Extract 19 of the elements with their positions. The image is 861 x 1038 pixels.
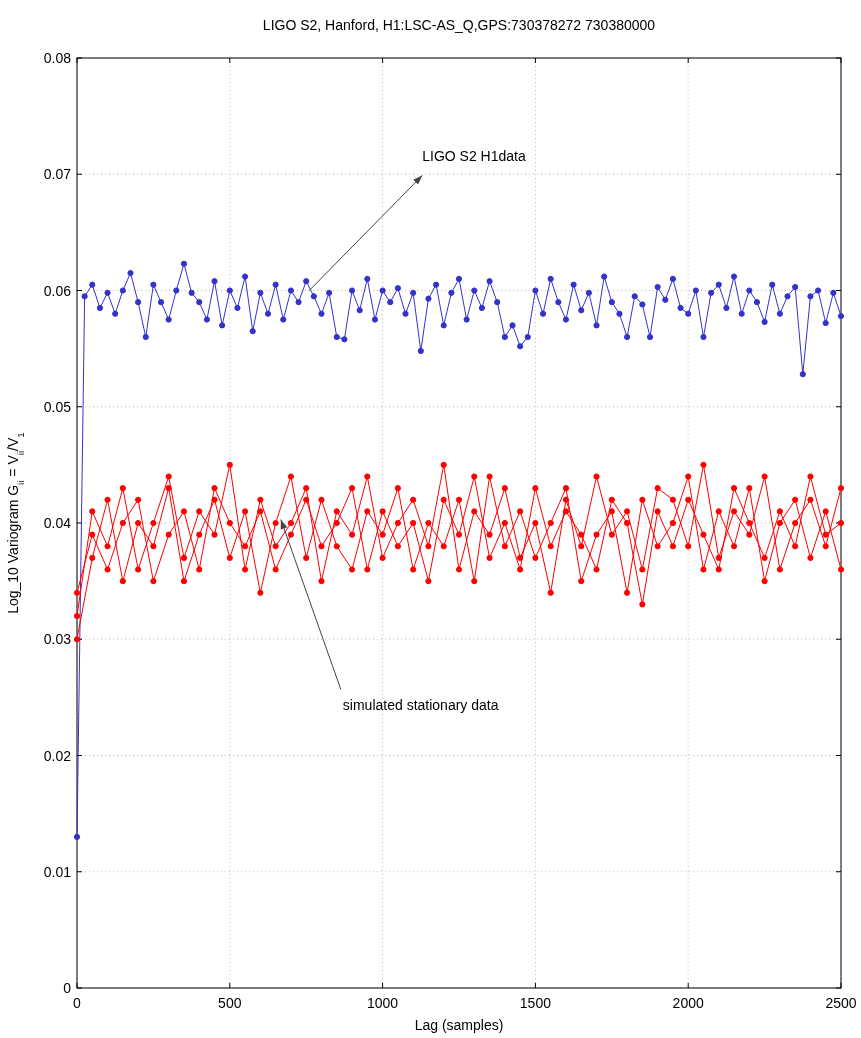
- x-tick-label: 0: [73, 995, 82, 1011]
- annotation: LIGO S2 H1data: [422, 147, 526, 164]
- y-tick-label: 0.07: [43, 166, 72, 183]
- annotation: simulated stationary data: [342, 696, 499, 713]
- y-tick-label: 0.08: [43, 50, 72, 66]
- chart-title: LIGO S2, Hanford, H1:LSC-AS_Q,GPS:730378272 730380000: [262, 17, 656, 33]
- y-tick-label: 0.03: [43, 631, 72, 648]
- x-tick-label: 1000: [367, 995, 399, 1011]
- y-tick-label: 0.05: [43, 398, 72, 415]
- x-tick-label: 2000: [672, 995, 704, 1011]
- y-tick-label: 0.06: [43, 282, 72, 299]
- x-tick-label: 1500: [519, 995, 552, 1011]
- y-tick-label: 0: [63, 980, 72, 996]
- y-tick-label: 0.04: [43, 515, 72, 531]
- y-tick-label: 0.02: [43, 747, 72, 764]
- x-axis-title: Lag (samples): [414, 1017, 504, 1033]
- x-tick-label: 500: [218, 995, 242, 1011]
- y-tick-label: 0.01: [43, 863, 72, 880]
- x-tick-label: 2500: [825, 995, 857, 1011]
